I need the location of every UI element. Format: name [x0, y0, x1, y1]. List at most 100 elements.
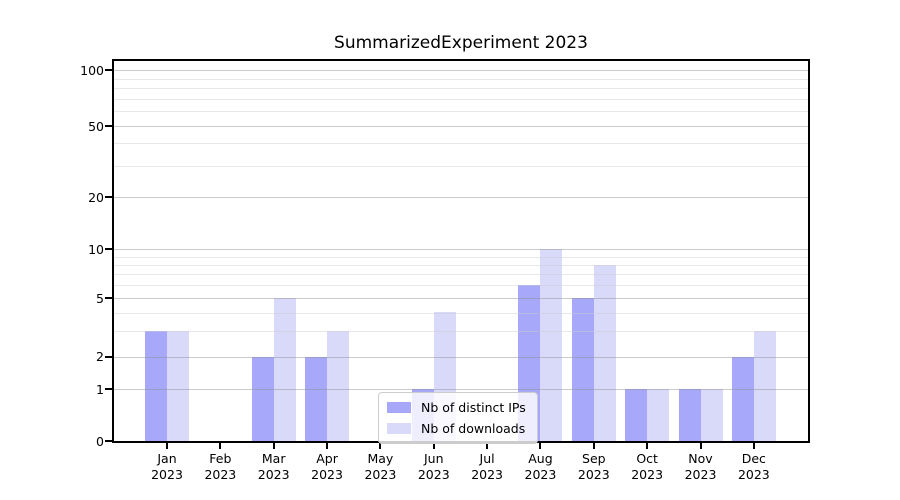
gridline-minor-90 — [114, 78, 808, 80]
gridline-minor-7 — [114, 274, 808, 276]
x-tick-month: Mar — [261, 451, 286, 466]
x-tick-year: 2023 — [364, 467, 397, 482]
bar-distinct-ips-sep — [571, 298, 594, 441]
y-tick-label-10: 10 — [88, 241, 104, 257]
legend: Nb of distinct IPs Nb of downloads — [378, 392, 538, 444]
y-tick-mark-5 — [105, 297, 112, 300]
x-tick-month: Apr — [316, 451, 338, 466]
x-tick-year: 2023 — [577, 467, 610, 482]
x-tick-mark-jul — [486, 443, 489, 449]
legend-item-downloads: Nb of downloads — [387, 421, 526, 436]
x-tick-month: Aug — [528, 451, 553, 466]
x-tick-label-dec: Dec 2023 — [722, 451, 786, 483]
x-tick-year: 2023 — [684, 467, 717, 482]
bar-distinct-ips-oct — [625, 389, 648, 441]
x-tick-year: 2023 — [151, 467, 183, 482]
legend-item-distinct-ips: Nb of distinct IPs — [387, 400, 526, 415]
x-tick-month: Feb — [209, 451, 232, 466]
x-tick-year: 2023 — [471, 467, 503, 482]
x-tick-year: 2023 — [311, 467, 343, 482]
x-tick-label-sep: Sep 2023 — [562, 451, 626, 483]
x-tick-month: May — [367, 451, 394, 466]
x-tick-label-may: May 2023 — [348, 451, 412, 483]
x-tick-year: 2023 — [417, 467, 450, 482]
y-tick-label-100: 100 — [80, 62, 104, 78]
x-tick-mark-apr — [326, 443, 329, 449]
bar-distinct-ips-apr — [305, 356, 328, 441]
gridline-minor-70 — [114, 98, 808, 100]
y-tick-mark-50 — [105, 125, 112, 127]
x-tick-mark-may — [379, 443, 382, 449]
y-tick-label-1: 1 — [96, 381, 104, 397]
x-tick-year: 2023 — [257, 467, 290, 482]
bar-distinct-ips-jan — [145, 330, 167, 441]
x-tick-month: Oct — [636, 451, 658, 466]
bar-downloads-dec — [753, 330, 776, 441]
chart-title: SummarizedExperiment 2023 — [334, 33, 588, 53]
x-tick-month: Sep — [582, 451, 606, 466]
bar-distinct-ips-nov — [678, 389, 701, 441]
gridline-minor-80 — [114, 88, 808, 89]
gridline-major-10 — [114, 249, 808, 250]
x-tick-label-mar: Mar 2023 — [242, 451, 306, 483]
legend-label-downloads: Nb of downloads — [421, 421, 526, 436]
bar-downloads-jan — [167, 330, 189, 441]
bar-downloads-mar — [273, 298, 296, 441]
y-tick-mark-20 — [105, 196, 112, 198]
x-tick-month: Jun — [423, 451, 444, 466]
gridline-minor-60 — [114, 111, 808, 113]
x-tick-year: 2023 — [737, 467, 770, 482]
y-tick-label-0: 0 — [96, 433, 104, 449]
x-tick-mark-jan — [166, 443, 168, 449]
y-tick-mark-0 — [105, 440, 112, 442]
legend-swatch-distinct-ips — [387, 402, 411, 413]
gridline-major-5 — [114, 298, 808, 300]
gridline-minor-6 — [114, 285, 808, 287]
bar-downloads-sep — [593, 264, 616, 441]
x-tick-mark-sep — [592, 443, 595, 449]
bar-downloads-oct — [647, 389, 670, 441]
x-tick-month: Jan — [157, 451, 177, 466]
legend-swatch-downloads — [387, 423, 411, 434]
y-tick-label-2: 2 — [96, 349, 104, 364]
x-tick-label-jun: Jun 2023 — [402, 451, 466, 483]
x-tick-mark-feb — [219, 443, 222, 449]
bar-downloads-aug — [540, 249, 563, 441]
gridline-minor-8 — [114, 264, 808, 266]
gridline-minor-3 — [114, 330, 808, 332]
y-tick-label-50: 50 — [88, 118, 104, 134]
x-tick-label-jul: Jul 2023 — [455, 451, 519, 483]
x-tick-year: 2023 — [524, 467, 557, 482]
y-tick-label-20: 20 — [88, 189, 104, 205]
y-tick-mark-1 — [105, 388, 112, 390]
bar-distinct-ips-mar — [251, 356, 274, 441]
y-tick-mark-100 — [105, 69, 112, 71]
x-tick-year: 2023 — [204, 467, 237, 482]
y-tick-label-5: 5 — [96, 290, 104, 306]
gridline-minor-30 — [114, 165, 808, 167]
x-tick-mark-mar — [272, 443, 275, 449]
x-tick-label-aug: Aug 2023 — [508, 451, 572, 483]
gridline-major-2 — [114, 356, 808, 358]
gridline-minor-40 — [114, 143, 808, 145]
x-tick-month: Jul — [479, 451, 495, 466]
x-tick-label-feb: Feb 2023 — [188, 451, 252, 483]
legend-label-distinct-ips: Nb of distinct IPs — [421, 400, 526, 415]
x-tick-label-oct: Oct 2023 — [615, 451, 679, 483]
gridline-minor-9 — [114, 256, 808, 258]
bar-downloads-apr — [327, 330, 350, 441]
y-tick-mark-10 — [105, 248, 112, 250]
x-tick-mark-nov — [699, 443, 702, 449]
bar-distinct-ips-dec — [731, 356, 754, 441]
plot-area: Nb of distinct IPs Nb of downloads — [112, 59, 810, 444]
x-tick-mark-dec — [752, 443, 755, 449]
gridline-minor-4 — [114, 312, 808, 314]
x-tick-month: Nov — [688, 451, 713, 466]
x-tick-year: 2023 — [631, 467, 664, 482]
y-tick-mark-2 — [105, 355, 112, 358]
gridline-major-20 — [114, 197, 808, 198]
x-tick-mark-oct — [646, 443, 649, 449]
x-tick-label-jan: Jan 2023 — [135, 451, 199, 483]
gridline-major-50 — [114, 126, 808, 127]
